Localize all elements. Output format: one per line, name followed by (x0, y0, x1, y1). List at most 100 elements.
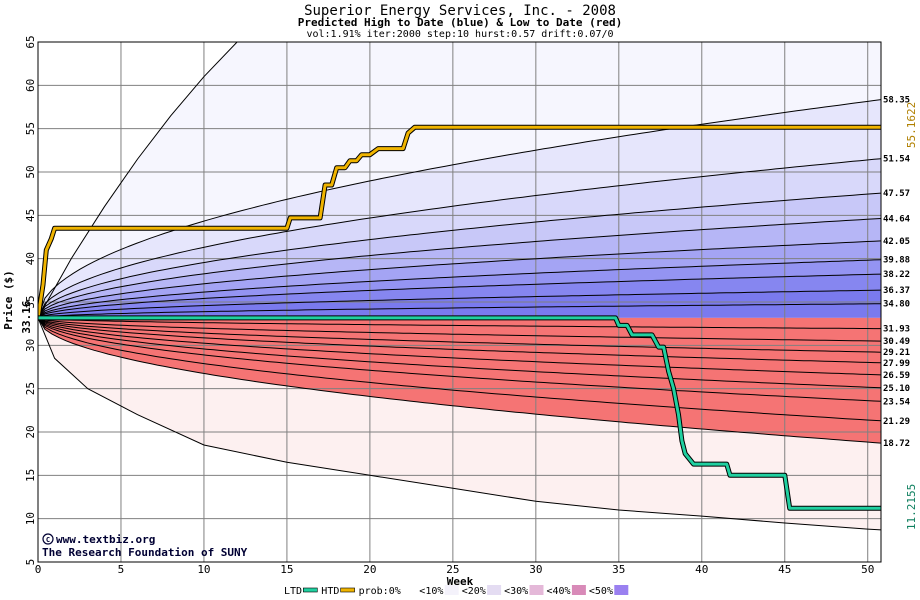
x-tick-label: 25 (446, 563, 459, 576)
x-tick-label: 30 (529, 563, 542, 576)
y-tick-label: 60 (24, 79, 37, 92)
plot-frame (37, 41, 882, 563)
percentile-value-label: 25.10 (883, 384, 910, 394)
x-tick-label: 50 (861, 563, 874, 576)
legend-label: HTD (321, 586, 339, 597)
legend-swatch (614, 585, 629, 595)
y-tick-label: 20 (24, 425, 37, 438)
percentile-curve (38, 317, 881, 402)
percentile-value-label: 39.88 (883, 256, 910, 266)
legend-label: <30% (504, 586, 528, 597)
outer-lower-curve (38, 317, 881, 531)
x-tick-label: 40 (695, 563, 708, 576)
legend-line-swatch (302, 587, 318, 593)
upper-band-0 (38, 42, 881, 318)
x-tick-label: 10 (197, 563, 210, 576)
lower-band-9 (38, 317, 881, 444)
percentile-curve (38, 317, 881, 389)
percentile-value-label: 27.99 (883, 359, 910, 369)
outer-upper-curve (38, 42, 239, 319)
percentile-curve (38, 317, 881, 422)
y-tick-label: 45 (24, 209, 37, 222)
percentile-value-label: 21.29 (883, 417, 910, 427)
chart-title: Superior Energy Services, Inc. - 2008 (304, 3, 616, 19)
percentile-curve (38, 317, 881, 444)
legend-label: <20% (462, 586, 486, 597)
x-tick-label: 0 (35, 563, 42, 576)
upper-band-2 (38, 158, 881, 318)
upper-band-3 (38, 193, 881, 318)
percentile-curve (38, 317, 881, 376)
percentile-curves (38, 42, 881, 531)
percentile-labels: 58.35 51.54 47.57 44.64 42.05 39.88 38.22 36.37… (883, 96, 911, 449)
percentile-curve (38, 317, 881, 353)
x-tick-label: 15 (280, 563, 293, 576)
percentile-curve (38, 259, 881, 319)
chart-params: vol:1.91% iter:2000 step:10 hurst:0.57 d… (306, 29, 613, 40)
legend-swatch (529, 585, 544, 595)
upper-band-4 (38, 218, 881, 318)
percentile-value-label: 44.64 (883, 214, 911, 224)
percentile-curve (38, 158, 881, 319)
x-axis-label: Week (447, 575, 474, 588)
percentile-value-label: 58.35 (883, 96, 910, 106)
percentile-value-label: 23.54 (883, 397, 911, 407)
y-axis-label: Price ($) (2, 270, 15, 330)
legend: LTD HTD prob:0% <10% <20% <30% <40% <50% (284, 585, 629, 597)
x-tick-label: 5 (118, 563, 125, 576)
percentile-value-label: 42.05 (883, 237, 910, 247)
legend-label: prob:0% (359, 586, 401, 597)
percentile-curve (38, 317, 881, 364)
high-to-date-line (38, 125, 881, 319)
legend-swatch (444, 585, 459, 595)
y-tick-label: 25 (24, 382, 37, 395)
percentile-curve (38, 273, 881, 319)
low-final-label: 11.2155 (905, 484, 918, 530)
percentile-curve (38, 240, 881, 319)
low-to-date-line (38, 316, 881, 510)
x-tick-label: 45 (778, 563, 791, 576)
y-tick-label: 30 (24, 339, 37, 352)
upper-band-6 (38, 259, 881, 318)
upper-band-7 (38, 274, 881, 318)
y-tick-label: 50 (24, 165, 37, 178)
legend-swatch (402, 585, 417, 595)
legend-label: <40% (547, 586, 571, 597)
percentile-value-label: 47.57 (883, 189, 910, 199)
percentile-value-label: 26.59 (883, 371, 910, 381)
axes: 0 5 10 15 20 25 30 35 40 45 5051015202530354045505… (24, 35, 882, 576)
percentile-curve (38, 317, 881, 342)
percentile-value-label: 51.54 (883, 155, 911, 165)
percentile-value-label: 31.93 (883, 325, 910, 335)
chart-subtitle: Predicted High to Date (blue) & Low to D… (298, 16, 623, 29)
percentile-value-label: 36.37 (883, 286, 910, 296)
percentile-value-label: 30.49 (883, 337, 910, 347)
y-tick-label: 55 (24, 122, 37, 135)
y-tick-label: 65 (24, 35, 37, 48)
percentile-curve (38, 218, 881, 319)
copyright-symbol: C (46, 536, 50, 544)
percentile-value-label: 34.80 (883, 300, 910, 310)
legend-label: <10% (419, 586, 443, 597)
legend-line-swatch (340, 587, 355, 593)
extreme-series (38, 124, 881, 511)
credit-organization: The Research Foundation of SUNY (42, 546, 248, 559)
y-tick-label: 35 (24, 295, 37, 308)
legend-swatch (487, 585, 502, 595)
upper-band-5 (38, 240, 881, 318)
y-tick-label: 15 (24, 469, 37, 482)
copyright-icon (42, 533, 54, 545)
legend-label: LTD (284, 586, 302, 597)
upper-band-1 (38, 99, 881, 318)
credit-website: www.textbiz.org (56, 533, 155, 546)
percentile-value-label: 38.22 (883, 270, 910, 280)
y-tick-label: 10 (24, 512, 37, 525)
y-tick-label: 40 (24, 252, 37, 265)
x-tick-label: 20 (363, 563, 376, 576)
legend-label: <50% (589, 586, 613, 597)
percentile-curve (38, 317, 881, 330)
percentile-curve (38, 289, 881, 319)
upper-band-9 (38, 303, 881, 318)
start-price-label: 33.16 (20, 300, 33, 333)
